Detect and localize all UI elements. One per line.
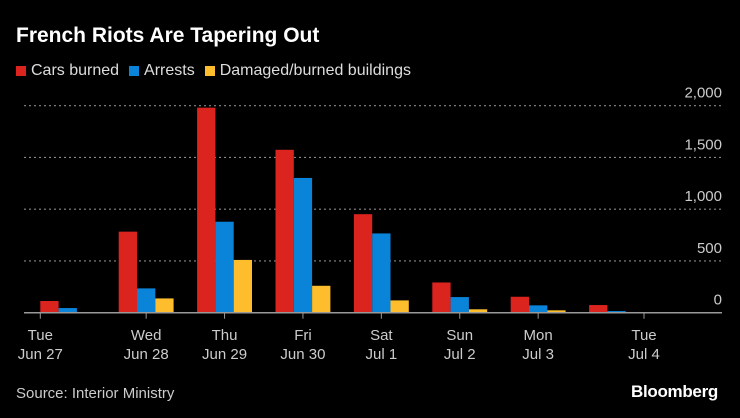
x-tick-label: Thu — [212, 327, 238, 344]
x-tick-label: Tue — [631, 327, 656, 344]
bar-arrests-0 — [58, 308, 77, 313]
bar-damaged-burned-buildings-4 — [390, 300, 409, 313]
bar-damaged-burned-buildings-5 — [468, 309, 488, 313]
x-tick-label: Jun 28 — [124, 346, 169, 363]
legend-item-cars: Cars burned — [16, 62, 119, 80]
bar-cars-burned-6 — [510, 296, 529, 313]
x-tick-label: Jun 30 — [280, 346, 325, 363]
bar-cars-burned-0 — [40, 301, 59, 313]
bar-cars-burned-2 — [197, 107, 216, 313]
x-tick-label: Jun 27 — [18, 346, 63, 363]
x-tick-label: Sun — [446, 327, 473, 344]
legend-item-arrests: Arrests — [129, 62, 195, 80]
x-tick-label: Wed — [131, 327, 162, 344]
chart-title: French Riots Are Tapering Out — [16, 24, 320, 47]
x-tick-label: Jul 3 — [522, 346, 554, 363]
legend-swatch — [16, 66, 26, 76]
bloomberg-logo: Bloomberg — [630, 382, 718, 401]
bar-damaged-burned-buildings-1 — [155, 298, 174, 313]
x-tick-label: Jul 2 — [444, 346, 476, 363]
legend-label: Cars burned — [31, 62, 120, 79]
legend: Cars burned Arrests Damaged/burned build… — [16, 62, 411, 80]
x-tick-label: Sat — [370, 327, 393, 344]
x-tick-label: Tue — [28, 327, 53, 344]
bar-arrests-2 — [215, 221, 234, 313]
y-tick-label: 0 — [714, 292, 722, 309]
y-tick-label: 1,000 — [684, 188, 722, 205]
x-tick-label: Fri — [294, 327, 312, 344]
bar-arrests-7 — [607, 311, 626, 313]
bar-damaged-burned-buildings-2 — [233, 259, 252, 313]
legend-swatch — [204, 66, 215, 76]
legend-label: Damaged/burned buildings — [219, 62, 411, 79]
bar-cars-burned-1 — [118, 231, 137, 313]
bar-cars-burned-7 — [589, 305, 608, 313]
bar-cars-burned-3 — [275, 149, 294, 313]
legend-label: Arrests — [144, 62, 195, 79]
x-tick-label: Mon — [524, 327, 553, 344]
bar-arrests-3 — [293, 177, 313, 313]
bar-arrests-1 — [137, 288, 156, 313]
bar-cars-burned-5 — [432, 282, 451, 313]
x-tick-label: Jul 1 — [366, 346, 398, 363]
x-tick-label: Jul 4 — [628, 346, 660, 363]
y-tick-label: 500 — [697, 240, 722, 257]
bar-damaged-burned-buildings-3 — [312, 285, 331, 313]
y-tick-label: 1,500 — [684, 136, 722, 153]
legend-item-buildings: Damaged/burned buildings — [204, 62, 411, 80]
y-tick-label: 2,000 — [684, 85, 722, 102]
bar-arrests-4 — [372, 233, 391, 313]
x-tick-label: Jun 29 — [202, 346, 247, 363]
bar-arrests-5 — [450, 297, 469, 313]
source-note: Source: Interior Ministry — [16, 385, 175, 402]
bar-cars-burned-4 — [353, 214, 373, 313]
bar-arrests-6 — [529, 305, 548, 313]
legend-swatch — [129, 66, 140, 76]
bar-damaged-burned-buildings-6 — [547, 310, 566, 313]
